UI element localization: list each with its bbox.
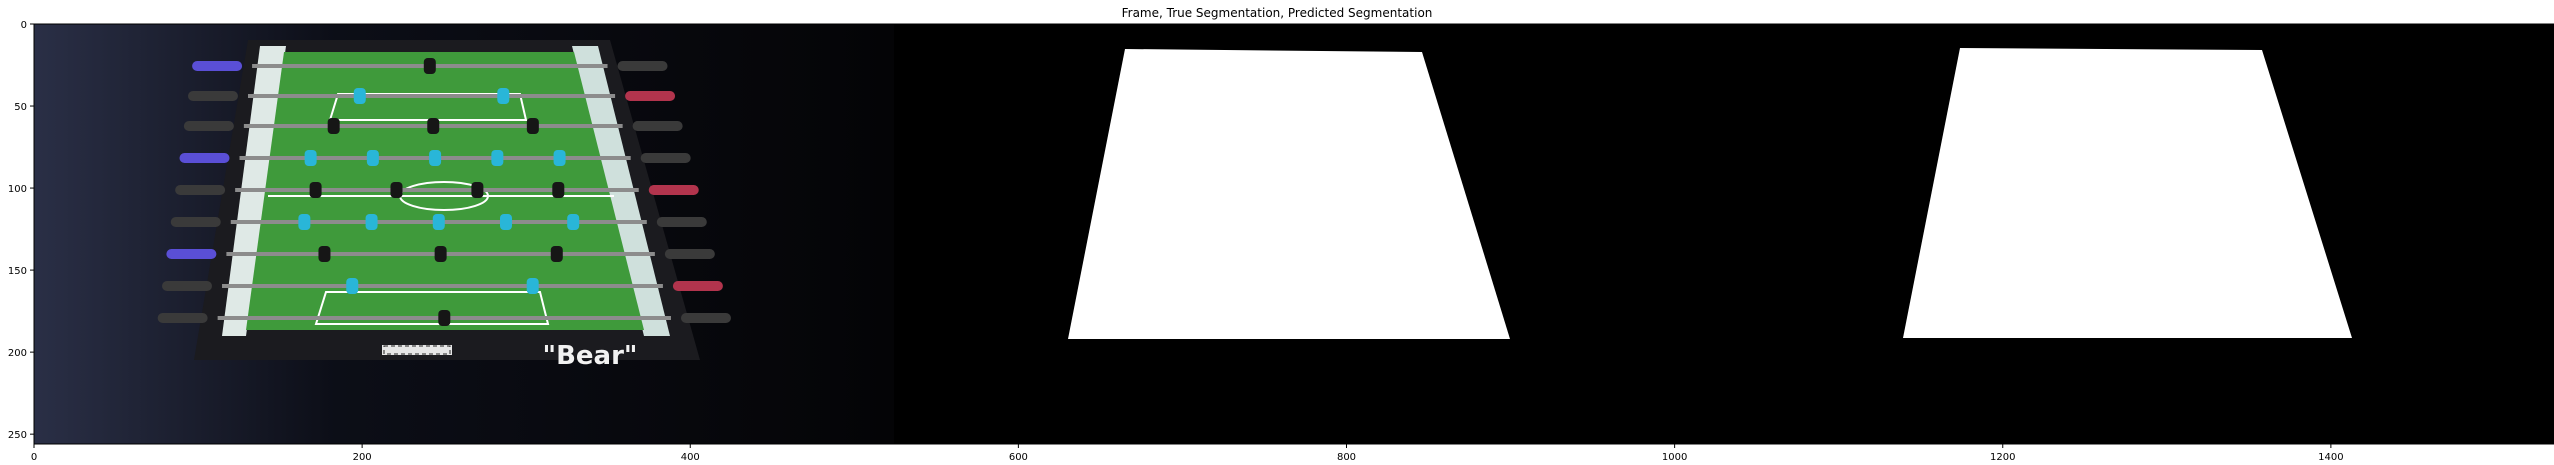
player-figure [304,150,317,166]
true-mask [1068,49,1510,339]
rod-handle-right [625,91,676,101]
player-figure [526,118,539,134]
rod-handle-right [617,61,668,71]
player-figure [318,246,331,262]
panel-frame: "Bear" [34,24,894,444]
player-figure [553,150,566,166]
player-figure [298,214,311,230]
rod-handle-right [656,217,707,227]
panel-true-segmentation [1068,49,1510,339]
player-figure [552,182,565,198]
rod-handle-left [187,91,238,101]
y-axis-ticks: 0 50 100 150 200 250 [8,20,34,441]
player-figure [438,310,451,326]
player-figure [499,214,512,230]
player-figure [309,182,322,198]
x-axis-ticks: 0 200 400 600 800 1000 1200 1400 [31,444,2344,463]
y-tick-label: 200 [8,348,27,359]
table-logo: "Bear" [543,341,638,371]
y-tick-label: 0 [21,20,27,31]
rod-handle-left [157,313,208,323]
player-figure [526,278,539,294]
rod-handle-right [648,185,699,195]
panel-predicted-segmentation [1903,48,2352,338]
player-figure [423,58,436,74]
player-figure [497,88,510,104]
player-figure [471,182,484,198]
player-figure [550,246,563,262]
rod-handle-left [162,281,213,291]
rod-handle-left [175,185,226,195]
rod-handle-right [640,153,691,163]
y-tick-label: 250 [8,430,27,441]
y-tick-label: 150 [8,266,27,277]
player-figure [427,118,440,134]
x-tick-label: 400 [681,452,700,463]
player-figure [353,88,366,104]
rod-handle-left [170,217,221,227]
player-figure [491,150,504,166]
player-figure [366,150,379,166]
rod-handle-left [183,121,234,131]
player-figure [327,118,340,134]
x-tick-label: 1400 [2318,452,2343,463]
y-tick-label: 50 [14,102,27,113]
rod-handle-right [680,313,731,323]
x-tick-label: 600 [1009,452,1028,463]
x-tick-label: 800 [1337,452,1356,463]
player-figure [390,182,403,198]
score-counter [382,345,452,355]
player-figure [429,150,442,166]
rod-handle-left [192,61,243,71]
x-tick-label: 1000 [1662,452,1687,463]
player-figure [567,214,580,230]
figure-title: Frame, True Segmentation, Predicted Segm… [1122,6,1433,20]
handles [157,61,731,323]
x-tick-label: 200 [353,452,372,463]
rod-handle-left [179,153,230,163]
axes-frame [33,23,2554,445]
player-figure [432,214,445,230]
rod-handle-right [632,121,683,131]
player-figure [434,246,447,262]
player-figure [346,278,359,294]
x-tick-label: 0 [31,452,37,463]
players [298,58,580,326]
x-tick-label: 1200 [1990,452,2015,463]
rod-handle-right [664,249,715,259]
image-area: "Bear" [33,23,2554,445]
y-tick-label: 100 [8,184,27,195]
rod-handle-right [672,281,723,291]
predicted-mask [1903,48,2352,338]
rod-handle-left [166,249,217,259]
player-figure [365,214,378,230]
